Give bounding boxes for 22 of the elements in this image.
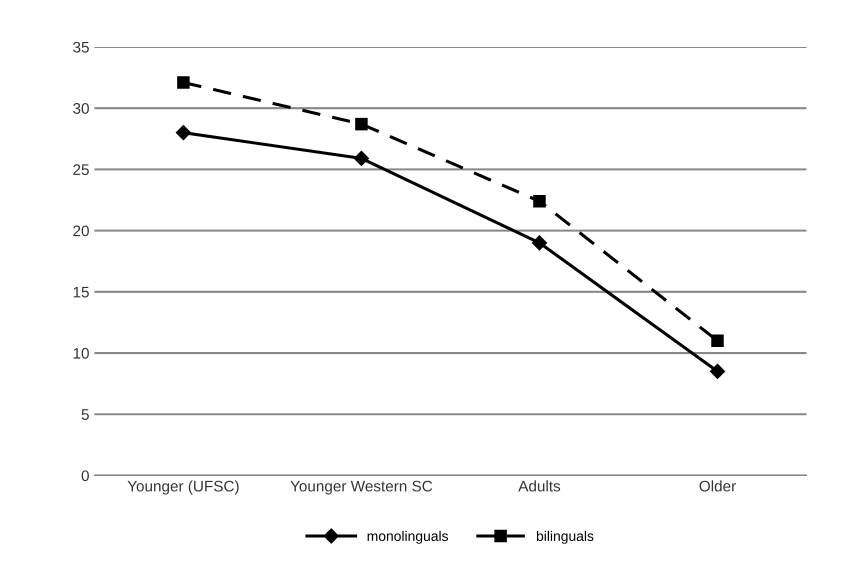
point xyxy=(532,235,548,250)
point xyxy=(710,364,726,379)
y-tick-label: 30 xyxy=(73,103,89,114)
point xyxy=(711,334,724,348)
y-tick-label: 35 xyxy=(73,42,89,53)
legend-label: bilinguals xyxy=(536,530,594,544)
y-tick-label: 20 xyxy=(73,225,89,236)
y-tick-label: 10 xyxy=(74,348,89,359)
point xyxy=(354,150,369,166)
y-tick-label: 15 xyxy=(74,286,89,298)
y-tick-label: 5 xyxy=(82,409,89,420)
point xyxy=(355,118,368,130)
x-tick-label: Younger Western SC xyxy=(290,480,432,495)
x-tick-label: Younger (UFSC) xyxy=(128,480,239,495)
y-tick-label: 0 xyxy=(82,470,89,482)
legend-label: monolinguals xyxy=(368,530,448,544)
y-tick-label: 25 xyxy=(73,164,89,176)
point xyxy=(176,125,191,140)
point xyxy=(177,76,190,89)
point xyxy=(533,194,546,208)
x-tick-label: Older xyxy=(700,480,736,492)
x-tick-label: Adults xyxy=(518,480,560,492)
